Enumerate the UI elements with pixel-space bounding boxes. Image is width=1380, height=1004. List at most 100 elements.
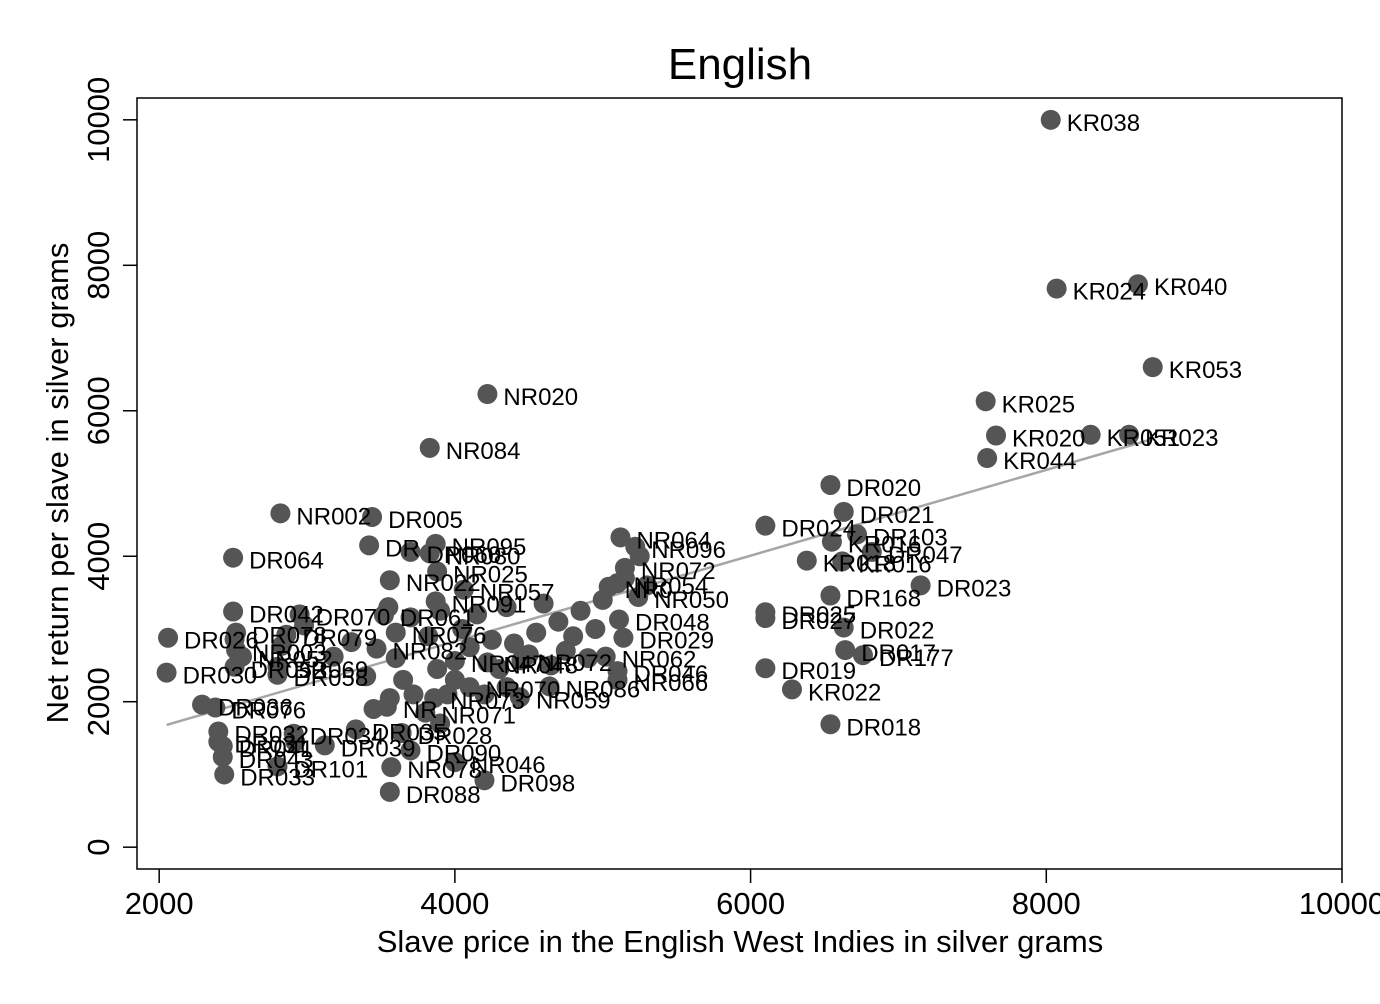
data-point	[833, 617, 854, 638]
data-point	[385, 622, 406, 643]
data-point	[570, 600, 591, 621]
data-point	[285, 731, 306, 752]
data-point	[609, 609, 629, 630]
data-point	[613, 627, 634, 648]
data-point	[205, 697, 226, 718]
data-point	[453, 579, 474, 600]
y-tick-label: 0	[81, 839, 116, 856]
data-point	[610, 527, 631, 548]
data-point	[833, 501, 854, 522]
data-point-label: DR019	[781, 658, 856, 685]
data-point-label: DR020	[846, 475, 921, 502]
data-point	[796, 550, 817, 571]
data-point-label: DR041	[239, 736, 314, 763]
data-point	[214, 764, 235, 785]
data-point-label: DR028	[418, 723, 493, 750]
x-axis-label: Slave price in the English West Indies i…	[377, 924, 1104, 959]
data-point-label: DR005	[388, 507, 463, 534]
data-point	[975, 391, 996, 412]
data-point	[223, 601, 244, 622]
data-point	[474, 770, 495, 791]
y-tick-label: 8000	[81, 231, 116, 300]
data-point-label: DR039	[341, 735, 416, 762]
data-point	[518, 644, 539, 665]
data-point-label: NR022	[406, 570, 481, 597]
data-point	[267, 656, 288, 677]
data-point-label: NR066	[634, 670, 709, 697]
data-point	[156, 662, 177, 683]
data-point-label: KR024	[1073, 279, 1146, 306]
data-point	[1127, 274, 1148, 295]
data-point-label: NR096	[651, 537, 726, 564]
data-point-label: DR017	[861, 640, 936, 667]
y-axis-label: Net return per slave in silver grams	[40, 243, 75, 724]
data-point-label: DR030	[183, 663, 258, 690]
data-point-label: DR060	[427, 542, 502, 569]
data-point-label: KR025	[1002, 391, 1075, 418]
x-axis: 2000 4000 6000 8000 10000	[125, 869, 1380, 921]
data-point	[563, 626, 584, 647]
data-point-label: NR054	[634, 573, 709, 600]
data-point	[781, 679, 802, 700]
data-point	[1080, 424, 1101, 445]
data-point	[403, 684, 424, 705]
data-point	[861, 541, 882, 562]
data-point	[359, 535, 380, 556]
data-point	[385, 648, 406, 669]
data-point	[585, 618, 606, 639]
data-point	[504, 633, 525, 654]
data-point	[224, 629, 245, 650]
data-point-label: DR036	[218, 695, 293, 722]
data-point	[1046, 278, 1067, 299]
data-point	[444, 669, 465, 690]
data-point	[540, 655, 561, 676]
data-point	[212, 746, 233, 767]
data-point	[592, 589, 613, 610]
data-point	[533, 593, 554, 614]
data-point	[323, 646, 344, 667]
data-point	[379, 781, 400, 802]
data-point-label: DR034	[310, 724, 385, 751]
data-point	[430, 600, 451, 621]
data-point	[381, 757, 402, 778]
data-point	[755, 608, 776, 629]
data-point-label: DR069	[293, 657, 368, 684]
data-point	[158, 627, 179, 648]
data-point-label: DR029	[639, 628, 714, 655]
data-point	[852, 645, 873, 666]
data-point-label: NR002	[296, 503, 371, 530]
data-point	[614, 568, 635, 589]
fit-line	[166, 438, 1151, 727]
plot-frame	[136, 97, 1343, 870]
data-point-label: NR073	[450, 688, 525, 715]
data-point-label: DR043	[239, 747, 314, 774]
data-point	[1142, 357, 1163, 378]
data-point-label: KR016	[858, 551, 931, 578]
data-point	[393, 669, 414, 690]
data-point	[427, 561, 448, 582]
data-point-label: DR033	[240, 764, 315, 791]
data-point-label: NR064	[636, 527, 711, 554]
data-point-label: DR026	[184, 628, 259, 655]
data-point	[481, 629, 502, 650]
data-point	[637, 575, 658, 596]
data-point	[526, 622, 547, 643]
data-point	[362, 506, 383, 527]
data-point	[366, 638, 387, 659]
data-point-label: NR003	[252, 640, 327, 667]
data-point	[910, 575, 931, 596]
data-point	[419, 437, 440, 458]
data-point-label: NR082	[393, 639, 468, 666]
data-point	[595, 646, 616, 667]
data-point	[577, 648, 598, 669]
data-point	[400, 740, 421, 761]
data-labels: KR038 KR024 KR040 KR053 KR025 KR020 KR051KR023…	[183, 110, 1243, 809]
data-point-label: DR168	[846, 586, 921, 613]
x-tick-label: 2000	[125, 886, 194, 921]
data-point-label: NR046	[471, 752, 546, 779]
data-point-label: DR078	[252, 623, 327, 650]
data-point	[363, 698, 384, 719]
data-point-label: DR024	[781, 516, 856, 543]
data-point	[391, 722, 412, 743]
data-point	[415, 702, 436, 723]
